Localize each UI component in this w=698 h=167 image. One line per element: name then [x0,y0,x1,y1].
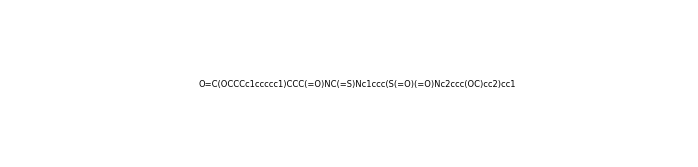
Text: O=C(OCCCc1ccccc1)CCC(=O)NC(=S)Nc1ccc(S(=O)(=O)Nc2ccc(OC)cc2)cc1: O=C(OCCCc1ccccc1)CCC(=O)NC(=S)Nc1ccc(S(=… [199,80,517,89]
